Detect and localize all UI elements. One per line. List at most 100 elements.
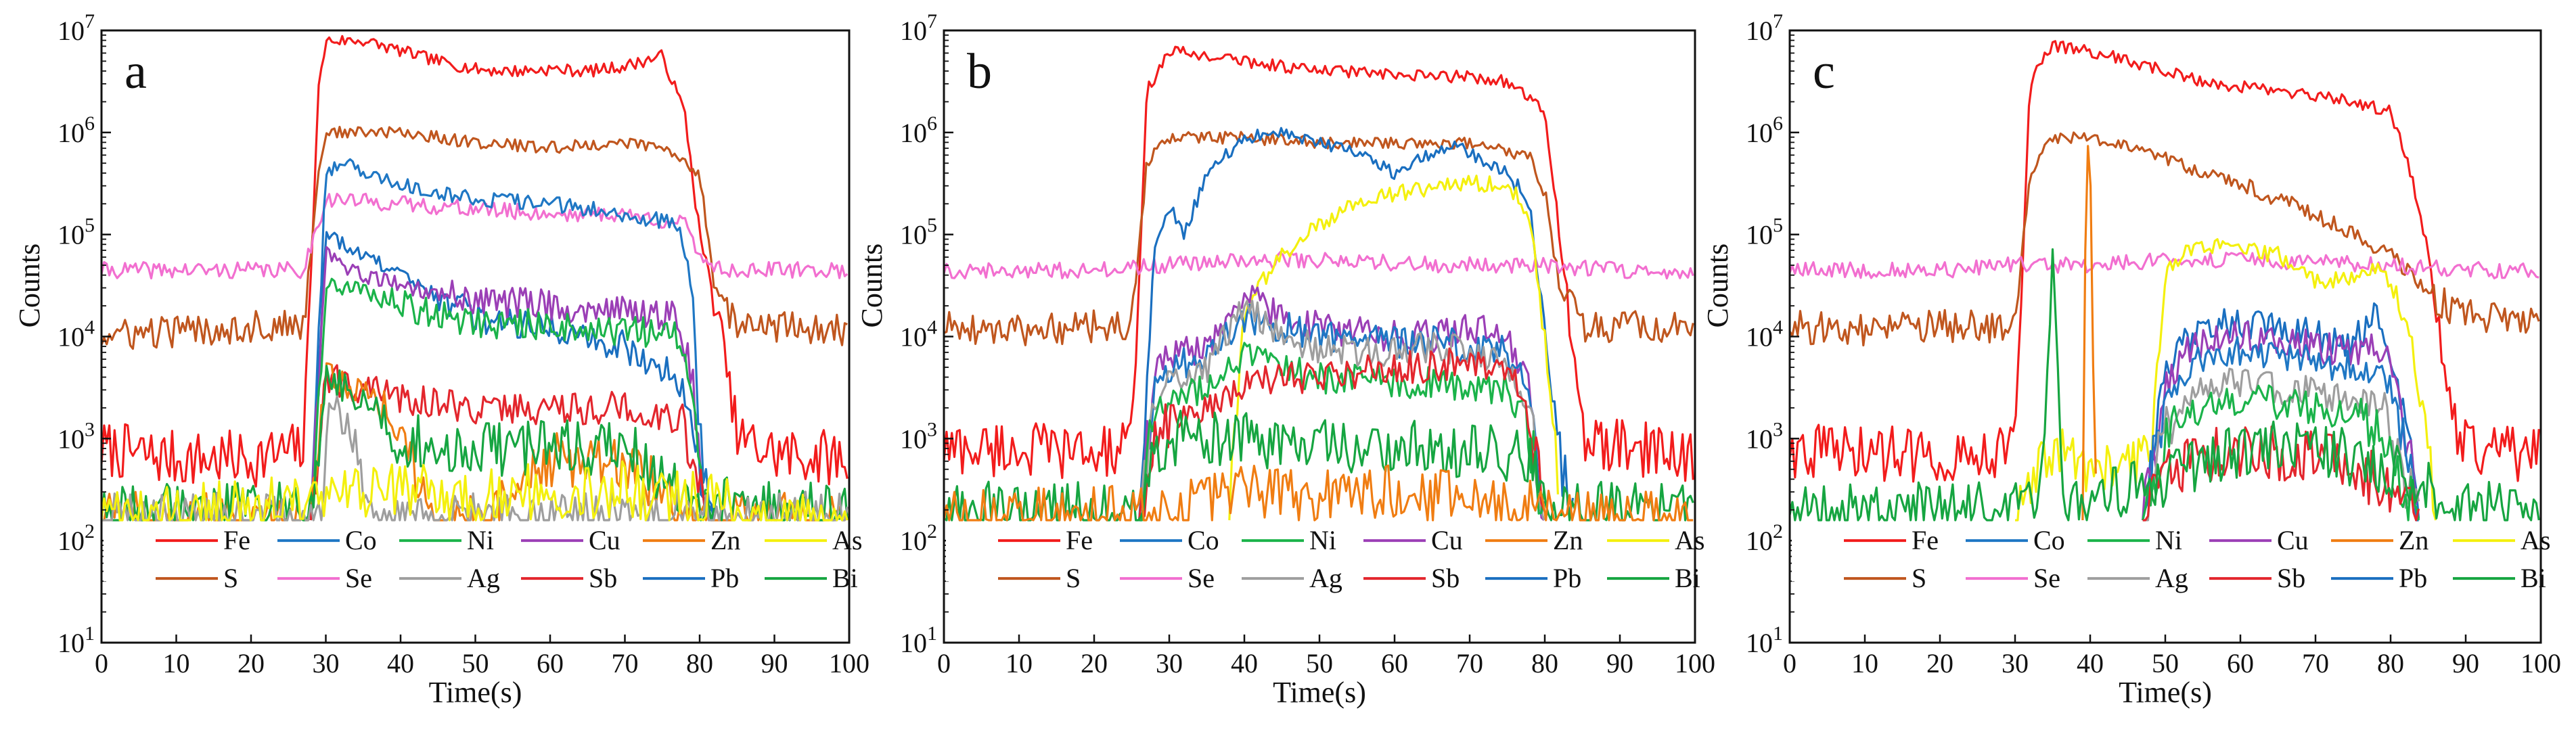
y-tick-label: 105 — [58, 214, 95, 250]
series-line-bi — [101, 365, 849, 522]
y-tick-label: 104 — [58, 317, 95, 352]
panel-label: c — [1813, 44, 1835, 99]
y-tick-label: 101 — [58, 622, 95, 658]
y-tick-label: 106 — [1746, 112, 1783, 148]
series-line-cu — [309, 246, 707, 521]
y-tick-label: 106 — [58, 112, 95, 148]
series-line-zn — [2081, 145, 2097, 521]
x-tick-label: 100 — [2521, 648, 2561, 678]
series-line-as — [2015, 238, 2437, 522]
x-tick-label: 40 — [1231, 648, 1258, 678]
legend-label-ni: Ni — [2155, 525, 2182, 555]
x-tick-label: 80 — [2377, 648, 2404, 678]
series-line-as — [1228, 175, 1559, 521]
series-line-ni — [309, 277, 707, 521]
y-tick-label: 105 — [900, 214, 937, 250]
series-line-s — [1790, 131, 2540, 347]
x-tick-label: 70 — [2302, 648, 2329, 678]
legend-label-bi: Bi — [1675, 563, 1700, 593]
legend-label-s: S — [1066, 563, 1081, 593]
y-tick-label: 102 — [58, 520, 95, 556]
legend-label-co: Co — [345, 525, 377, 555]
series-line-cu — [1138, 285, 1545, 522]
panel-label: b — [967, 44, 992, 99]
y-tick-label: 103 — [1746, 418, 1783, 454]
x-tick-label: 30 — [1156, 648, 1183, 678]
x-tick-label: 50 — [2152, 648, 2179, 678]
series-line-fe — [1790, 40, 2540, 483]
y-tick-label: 107 — [58, 10, 95, 46]
x-tick-label: 40 — [2077, 648, 2104, 678]
x-axis-label: Time(s) — [429, 676, 522, 709]
y-tick-label: 107 — [1746, 10, 1783, 46]
legend-label-s: S — [223, 563, 238, 593]
x-tick-label: 50 — [1306, 648, 1333, 678]
x-tick-label: 30 — [2002, 648, 2029, 678]
y-tick-label: 103 — [900, 418, 937, 454]
panel-label: a — [125, 44, 147, 99]
legend-label-co: Co — [2033, 525, 2065, 555]
legend-background — [1792, 522, 2539, 582]
legend-label-se: Se — [1188, 563, 1215, 593]
series-line-co — [2142, 336, 2419, 522]
series-line-ag — [1138, 300, 1545, 521]
series-line-fe — [944, 45, 1694, 482]
x-tick-label: 40 — [387, 648, 414, 678]
chart-panel-b: 0 10 20 30 40 50 60 70 80 90 100 101 102 103 104 105 106… — [855, 10, 1715, 709]
x-tick-label: 60 — [2227, 648, 2254, 678]
legend-label-zn: Zn — [2399, 525, 2428, 555]
y-axis-label: Counts — [855, 244, 888, 328]
legend-background — [104, 522, 847, 582]
x-tick-label: 100 — [829, 648, 869, 678]
x-tick-label: 60 — [1381, 648, 1408, 678]
series-line-fe — [101, 34, 849, 488]
series-line-sb — [1138, 347, 1545, 521]
series-line-ni — [1139, 342, 1545, 522]
legend-label-co: Co — [1188, 525, 1219, 555]
legend-label-as: As — [832, 525, 862, 555]
series-line-sb — [2142, 426, 2420, 522]
legend: Fe Co Ni Cu Zn As S Se Ag Sb Pb Bi — [1792, 522, 2550, 593]
y-tick-label: 104 — [900, 317, 937, 352]
x-tick-label: 10 — [1851, 648, 1878, 678]
x-tick-label: 90 — [1606, 648, 1633, 678]
legend-label-ni: Ni — [1309, 525, 1336, 555]
legend-label-zn: Zn — [1553, 525, 1583, 555]
x-tick-label: 20 — [1081, 648, 1108, 678]
legend-label-cu: Cu — [589, 525, 620, 555]
legend: Fe Co Ni Cu Zn As S Se Ag Sb Pb Bi — [946, 522, 1704, 593]
series-line-cu — [2142, 321, 2420, 521]
series-group — [1790, 40, 2540, 522]
series-line-ni — [2142, 384, 2420, 522]
series-line-s — [101, 126, 848, 350]
y-tick-label: 102 — [1746, 520, 1783, 556]
series-line-zn — [944, 464, 1694, 522]
x-tick-label: 20 — [1926, 648, 1953, 678]
legend-label-cu: Cu — [1431, 525, 1463, 555]
legend-label-sb: Sb — [1431, 563, 1460, 593]
legend-background — [946, 522, 1693, 582]
legend-label-bi: Bi — [2521, 563, 2546, 593]
chart-panel-a: 0 10 20 30 40 50 60 70 80 90 100 101 102 103 104 105 106… — [13, 10, 869, 709]
legend-label-fe: Fe — [223, 525, 250, 555]
legend-label-zn: Zn — [710, 525, 740, 555]
series-line-se — [101, 192, 849, 280]
x-axis-label: Time(s) — [1273, 676, 1366, 709]
series-group — [944, 45, 1694, 522]
x-tick-label: 50 — [462, 648, 489, 678]
series-line-s — [944, 131, 1694, 346]
series-line-bi — [1790, 248, 2540, 522]
x-tick-label: 90 — [761, 648, 788, 678]
series-line-se — [944, 251, 1694, 280]
x-tick-label: 80 — [686, 648, 713, 678]
y-tick-label: 107 — [900, 10, 937, 46]
legend-label-fe: Fe — [1912, 525, 1939, 555]
legend-label-pb: Pb — [710, 563, 739, 593]
x-tick-label: 90 — [2452, 648, 2479, 678]
x-tick-label: 60 — [537, 648, 564, 678]
legend-label-se: Se — [2033, 563, 2060, 593]
legend-label-as: As — [1675, 525, 1704, 555]
x-tick-label: 100 — [1675, 648, 1715, 678]
legend-label-ni: Ni — [467, 525, 494, 555]
legend-label-cu: Cu — [2277, 525, 2309, 555]
